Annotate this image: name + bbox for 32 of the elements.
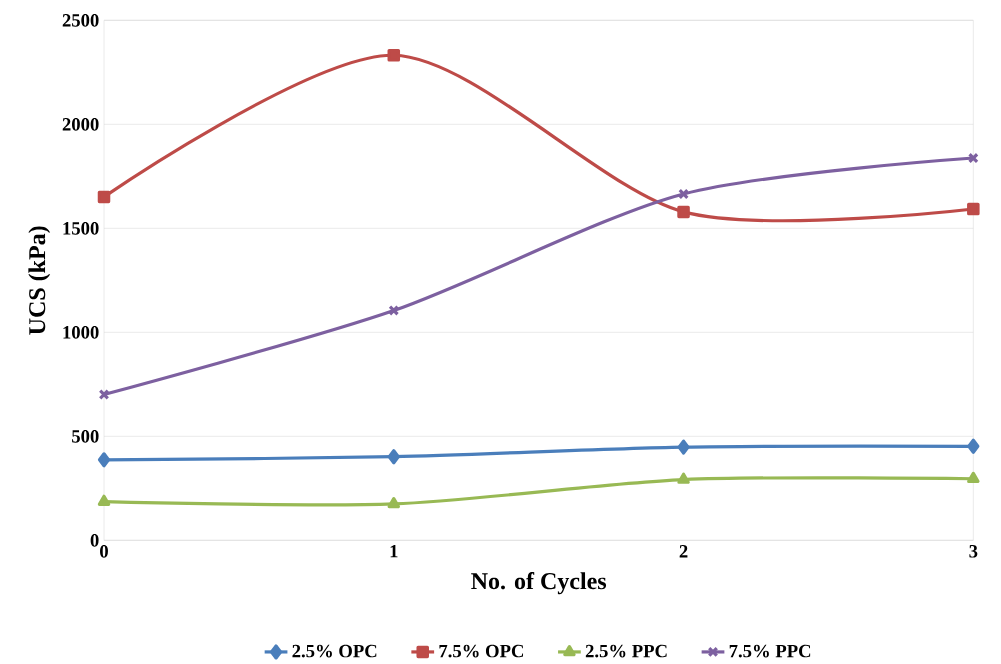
- point: [387, 48, 401, 62]
- point: [677, 472, 690, 484]
- y-tick-label: 1000: [63, 325, 99, 339]
- point: [678, 188, 689, 200]
- point: [967, 202, 980, 216]
- legend-label: 7.5% PPC: [729, 644, 811, 658]
- legend-label: 2.5% PPC: [585, 644, 667, 658]
- point: [388, 304, 400, 316]
- y-tick-label: 500: [72, 429, 99, 443]
- point: [967, 152, 979, 164]
- x-tick-label: 1: [390, 544, 398, 558]
- y-tick-label: 2000: [62, 117, 99, 131]
- x-tick-label: 0: [100, 544, 108, 558]
- y-axis-title: UCS (kPa): [28, 226, 51, 335]
- point: [387, 448, 400, 465]
- y-tick-label: 1500: [63, 221, 99, 235]
- point: [98, 388, 110, 400]
- point: [97, 451, 111, 468]
- y-tick-label: 0: [90, 533, 99, 547]
- point: [967, 438, 980, 454]
- point: [677, 439, 690, 455]
- legend-label: 7.5% OPC: [439, 644, 524, 658]
- legend-label: 2.5% OPC: [292, 644, 377, 658]
- point: [97, 190, 111, 203]
- point: [677, 205, 690, 218]
- point: [387, 496, 400, 508]
- y-tick-label: 2500: [62, 13, 99, 27]
- x-tick-label: 3: [969, 544, 978, 558]
- x-tick-label: 2: [679, 544, 688, 558]
- x-axis-title: No. of Cycles: [471, 571, 607, 594]
- point: [967, 471, 980, 483]
- point: [97, 494, 111, 506]
